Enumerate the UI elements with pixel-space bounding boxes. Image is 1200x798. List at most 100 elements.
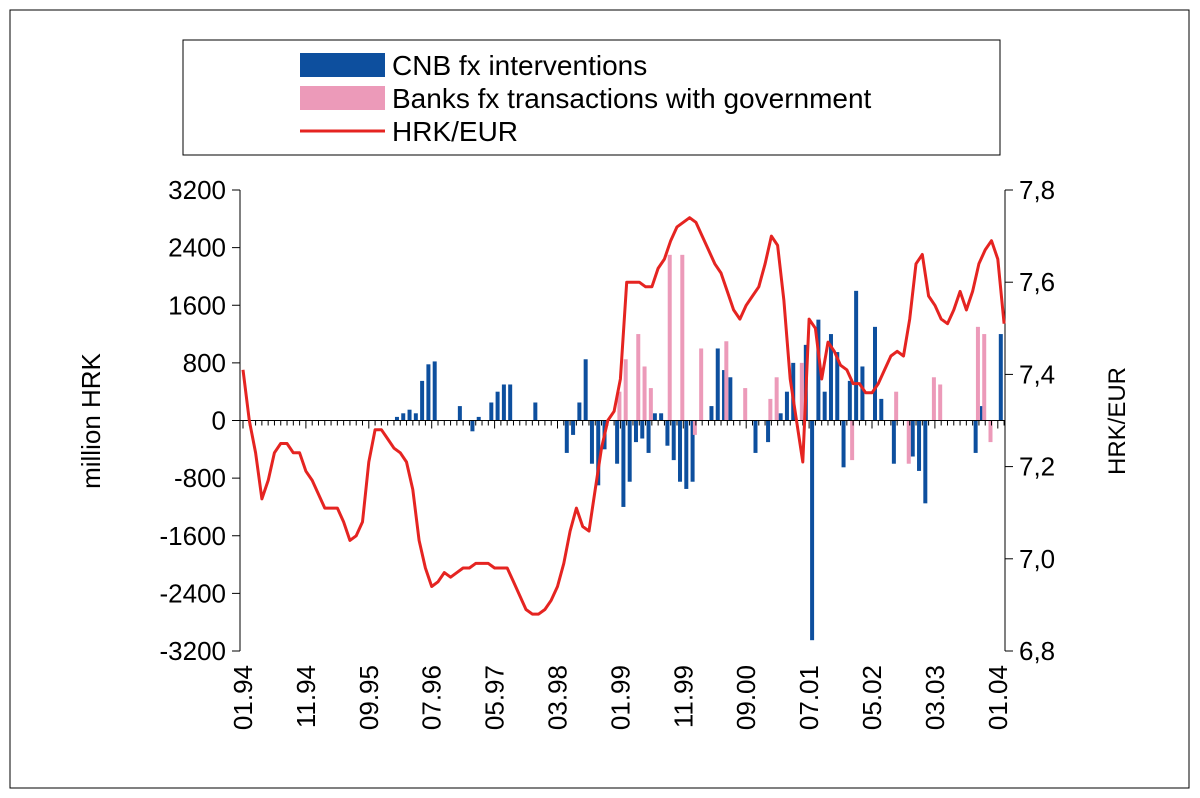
bar <box>768 398 773 421</box>
y2-tick-label: 7,0 <box>1019 544 1055 574</box>
bar <box>640 420 645 439</box>
y-tick-label: 800 <box>183 348 226 378</box>
y2-tick-label: 6,8 <box>1019 636 1055 666</box>
legend-swatch <box>300 86 385 110</box>
bar <box>665 420 670 446</box>
bar <box>709 406 714 421</box>
bar <box>501 384 506 421</box>
bar <box>646 420 651 453</box>
bar <box>879 398 884 421</box>
bar <box>743 388 748 421</box>
bar <box>680 254 685 421</box>
bar <box>692 420 697 435</box>
bar <box>699 348 704 421</box>
bar <box>508 384 513 421</box>
bar <box>627 420 632 482</box>
bar <box>910 420 915 457</box>
bar <box>633 420 638 443</box>
bar <box>753 420 758 453</box>
x-tick-label: 01.04 <box>983 665 1013 730</box>
bar <box>667 254 672 421</box>
bar <box>636 334 641 421</box>
x-tick-label: 05.97 <box>480 665 510 730</box>
legend-swatch <box>300 53 385 77</box>
y-tick-label: -2400 <box>160 578 227 608</box>
bar <box>589 420 594 464</box>
bar <box>623 359 628 421</box>
bar <box>891 420 896 464</box>
legend-label: HRK/EUR <box>392 116 518 147</box>
x-tick-label: 03.03 <box>920 665 950 730</box>
legend-label: Banks fx transactions with government <box>392 83 872 114</box>
bar <box>917 420 922 471</box>
bar <box>426 364 431 421</box>
bar <box>988 420 993 443</box>
bar <box>401 413 406 421</box>
x-tick-label: 05.02 <box>857 665 887 730</box>
bar <box>816 319 821 421</box>
y-tick-label: 3200 <box>168 175 226 205</box>
bar <box>847 380 852 421</box>
bar <box>854 290 859 421</box>
bar <box>828 334 833 421</box>
bar <box>860 366 865 421</box>
bar <box>489 402 494 421</box>
bar <box>420 380 425 421</box>
bar <box>577 402 582 421</box>
bar <box>728 377 733 421</box>
line <box>241 216 1006 616</box>
bar <box>671 420 676 461</box>
x-tick-label: 09.95 <box>354 665 384 730</box>
bar <box>906 420 911 464</box>
bar <box>931 377 936 421</box>
y-axis-title: million HRK <box>76 352 106 488</box>
bar <box>642 366 647 421</box>
bar <box>979 406 984 421</box>
bar <box>938 384 943 421</box>
bar <box>652 413 657 421</box>
x-tick-label: 07.01 <box>794 665 824 730</box>
bar <box>432 361 437 421</box>
bar <box>975 326 980 421</box>
x-tick-label: 03.98 <box>543 665 573 730</box>
bar <box>617 391 622 421</box>
y-tick-label: -800 <box>174 463 226 493</box>
bar <box>835 352 840 421</box>
legend-label: CNB fx interventions <box>392 50 647 81</box>
bar <box>873 326 877 421</box>
bar <box>596 420 601 486</box>
bar <box>615 420 620 464</box>
bar <box>982 334 987 421</box>
bar <box>778 413 783 421</box>
bar <box>774 377 779 421</box>
bar <box>394 416 399 421</box>
y-tick-label: 2400 <box>168 233 226 263</box>
bar <box>621 420 626 507</box>
bar <box>659 413 664 421</box>
y2-tick-label: 7,2 <box>1019 452 1055 482</box>
bar <box>533 402 538 421</box>
x-tick-label: 07.96 <box>417 665 447 730</box>
bar <box>457 406 462 421</box>
bar <box>810 420 815 641</box>
x-tick-label: 01.94 <box>228 665 258 730</box>
bar <box>407 409 412 421</box>
bar <box>495 391 500 421</box>
y2-tick-label: 7,6 <box>1019 267 1055 297</box>
bar <box>766 420 771 443</box>
bar <box>470 420 475 432</box>
bar <box>678 420 683 482</box>
bar <box>973 420 978 453</box>
bar <box>564 420 569 453</box>
bar <box>583 359 588 421</box>
y-tick-label: -1600 <box>160 521 227 551</box>
bar <box>998 334 1003 421</box>
bar <box>684 420 689 489</box>
y2-tick-label: 7,8 <box>1019 175 1055 205</box>
bar <box>722 370 727 421</box>
frame <box>9 9 1190 789</box>
bar <box>923 420 928 504</box>
x-tick-label: 11.94 <box>291 665 321 728</box>
bar <box>841 420 846 468</box>
